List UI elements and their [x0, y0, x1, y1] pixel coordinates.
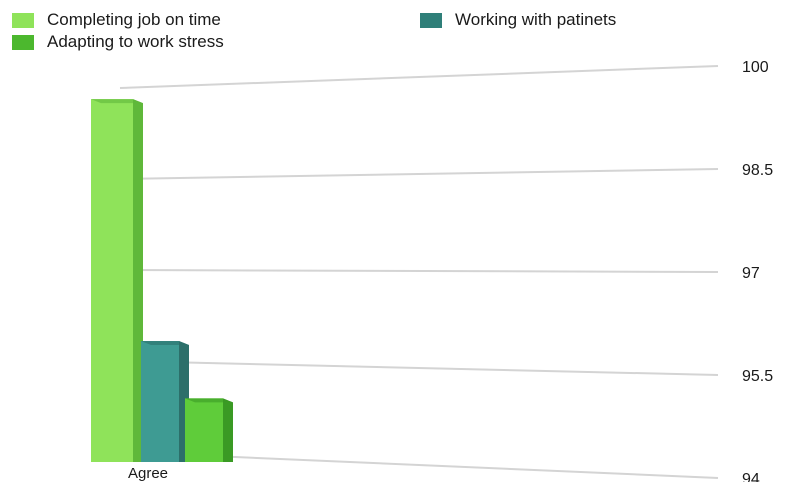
legend-label-completing: Completing job on time — [47, 10, 221, 29]
grid-line-0 — [119, 65, 719, 89]
grid-lines — [119, 65, 719, 479]
bar-side-0 — [133, 99, 143, 462]
y-tick-label-4: 94 — [742, 471, 760, 482]
legend-swatch-completing — [12, 12, 34, 28]
bar-top-0 — [91, 99, 143, 104]
bar-top-2 — [185, 398, 233, 403]
y-tick-label-3: 95.5 — [742, 368, 773, 385]
grid-line-2 — [119, 269, 719, 273]
grid-line-1 — [119, 168, 719, 180]
bar-2 — [185, 398, 233, 462]
legend-item-completing: Completing job on time — [12, 10, 221, 30]
bar-front-1 — [141, 341, 179, 462]
bar-front-0 — [91, 99, 133, 462]
legend-label-stress: Adapting to work stress — [47, 32, 224, 51]
bar-front-2 — [185, 398, 223, 462]
legend-item-stress: Adapting to work stress — [12, 32, 224, 52]
tick-labels: 100 98.5 97 95.5 94 Agree — [128, 59, 773, 482]
legend-label-patients: Working with patinets — [455, 10, 617, 29]
bar-side-2 — [223, 398, 233, 462]
y-tick-label-1: 98.5 — [742, 162, 773, 179]
bar-0 — [91, 99, 143, 462]
x-category-label-0: Agree — [128, 465, 168, 482]
bars — [91, 99, 233, 462]
y-tick-label-2: 97 — [742, 265, 760, 282]
legend-swatch-stress — [12, 34, 34, 50]
bar-top-1 — [141, 341, 189, 346]
y-tick-label-0: 100 — [742, 59, 769, 76]
legend-swatch-patients — [420, 12, 442, 28]
bar-1 — [141, 341, 189, 462]
legend-item-patients: Working with patinets — [420, 10, 616, 30]
grid-line-3 — [119, 360, 719, 376]
